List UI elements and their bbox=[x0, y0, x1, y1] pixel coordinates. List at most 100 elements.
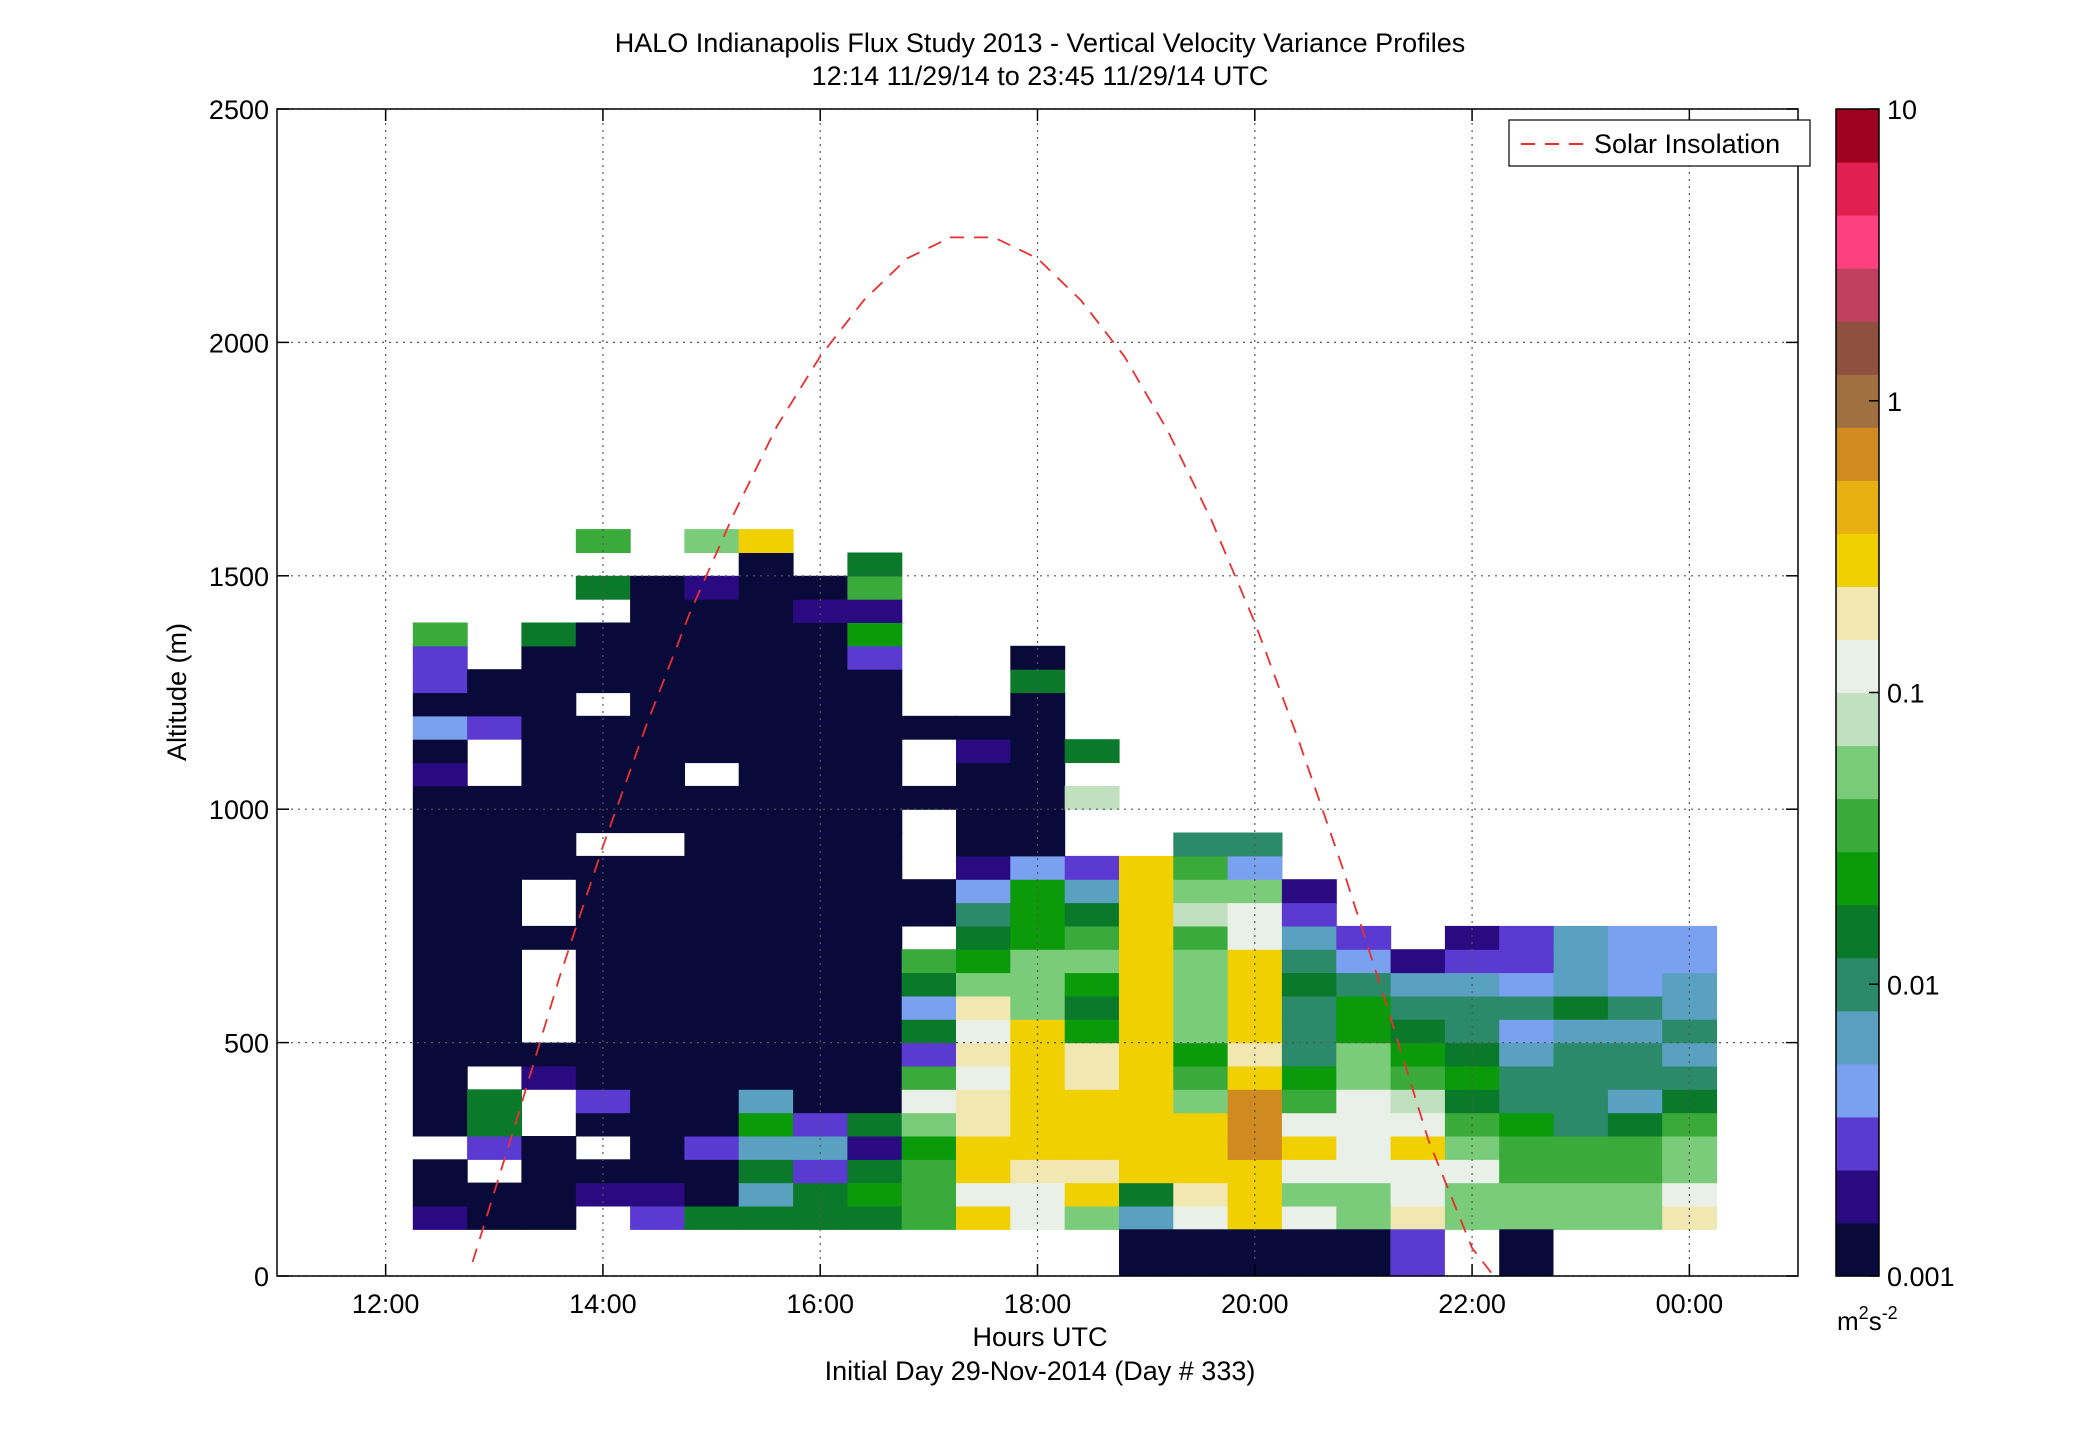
heatmap-cell bbox=[1064, 995, 1120, 1020]
heatmap-cell bbox=[847, 925, 903, 950]
heatmap-cell bbox=[1064, 1136, 1120, 1160]
heatmap-cell bbox=[1227, 879, 1283, 904]
heatmap-cell bbox=[793, 599, 848, 623]
heatmap-cell bbox=[1227, 1089, 1283, 1114]
heatmap-cell bbox=[684, 1089, 740, 1114]
heatmap-cell bbox=[1336, 1159, 1392, 1184]
heatmap-cell bbox=[630, 1019, 685, 1044]
heatmap-cell bbox=[630, 925, 685, 950]
heatmap-cell bbox=[1390, 1136, 1446, 1160]
heatmap-cell bbox=[1553, 1019, 1609, 1044]
heatmap-cell bbox=[847, 692, 903, 717]
heatmap-cell bbox=[1499, 995, 1555, 1020]
heatmap-cell bbox=[847, 1065, 903, 1090]
heatmap-cell bbox=[1499, 1065, 1555, 1090]
heatmap-cell bbox=[467, 1136, 522, 1160]
heatmap-cell bbox=[467, 669, 522, 694]
heatmap-cell bbox=[684, 855, 740, 880]
heatmap-cell bbox=[684, 575, 740, 600]
heatmap-cell bbox=[738, 1019, 794, 1044]
heatmap-cell bbox=[412, 785, 468, 810]
x-axis-secondary-label: Initial Day 29-Nov-2014 (Day # 333) bbox=[825, 1356, 1256, 1386]
heatmap-cell bbox=[1010, 1206, 1066, 1230]
heatmap-cell bbox=[901, 995, 957, 1020]
heatmap-cell bbox=[630, 1042, 685, 1067]
colorbar-segment bbox=[1836, 586, 1879, 640]
heatmap-cell bbox=[1336, 1019, 1392, 1044]
heatmap-cell bbox=[1010, 1019, 1066, 1044]
heatmap-cell bbox=[1553, 1182, 1609, 1207]
heatmap-cell bbox=[901, 949, 957, 974]
heatmap-cell bbox=[901, 902, 957, 927]
heatmap-cell bbox=[1336, 1182, 1392, 1207]
heatmap-cell bbox=[738, 1089, 794, 1114]
heatmap-cell bbox=[901, 972, 957, 997]
heatmap-cell bbox=[1173, 1159, 1229, 1184]
heatmap-cell bbox=[467, 809, 522, 834]
colorbar bbox=[1835, 108, 1880, 1277]
heatmap-cell bbox=[1390, 1182, 1446, 1207]
heatmap-cell bbox=[793, 879, 848, 904]
heatmap-cell bbox=[1662, 995, 1718, 1020]
colorbar-segment bbox=[1836, 1223, 1879, 1277]
y-axis-ticks: 0 500 1000 1500 2000 2500 bbox=[209, 95, 1798, 1292]
heatmap-cell bbox=[956, 1112, 1011, 1137]
colorbar-unit-mid: s bbox=[1869, 1306, 1882, 1336]
heatmap-cell bbox=[467, 715, 522, 740]
heatmap-cell bbox=[956, 925, 1011, 950]
heatmap-cell bbox=[847, 1089, 903, 1114]
heatmap-cell bbox=[1064, 949, 1120, 974]
y-tick-label: 1500 bbox=[209, 562, 269, 592]
heatmap-cell bbox=[1499, 1042, 1555, 1067]
heatmap-cell bbox=[1173, 1042, 1229, 1067]
heatmap-cell bbox=[1064, 785, 1120, 810]
heatmap-cell bbox=[1607, 1182, 1663, 1207]
heatmap-cell bbox=[1499, 1159, 1555, 1184]
colorbar-tick-label: 10 bbox=[1887, 95, 1917, 125]
heatmap-cell bbox=[1281, 1042, 1337, 1067]
heatmap-cell bbox=[630, 995, 685, 1020]
heatmap-cell bbox=[1607, 972, 1663, 997]
heatmap-cell bbox=[738, 762, 794, 787]
heatmap-cell bbox=[1607, 1042, 1663, 1067]
heatmap-cell bbox=[956, 855, 1011, 880]
heatmap-cell bbox=[901, 1112, 957, 1137]
heatmap-cell bbox=[1499, 925, 1555, 950]
x-tick-label: 00:00 bbox=[1656, 1289, 1724, 1319]
heatmap-cell bbox=[521, 622, 577, 647]
heatmap-cell bbox=[1553, 1065, 1609, 1090]
heatmap-cell bbox=[575, 785, 631, 810]
heatmap-cell bbox=[1064, 739, 1120, 764]
heatmap-cell bbox=[1064, 1042, 1120, 1067]
heatmap-cell bbox=[847, 972, 903, 997]
heatmap-cell bbox=[412, 949, 468, 974]
heatmap-cell bbox=[1064, 925, 1120, 950]
heatmap-cell bbox=[684, 1019, 740, 1044]
x-tick-label: 20:00 bbox=[1221, 1289, 1289, 1319]
heatmap-cell bbox=[575, 1065, 631, 1090]
heatmap-cell bbox=[684, 1136, 740, 1160]
heatmap-cell bbox=[1173, 1112, 1229, 1137]
heatmap-cell bbox=[738, 715, 794, 740]
heatmap-cell bbox=[684, 1182, 740, 1207]
heatmap-cell bbox=[1227, 1136, 1283, 1160]
heatmap-cell bbox=[1010, 925, 1066, 950]
heatmap-cell bbox=[1662, 1065, 1718, 1090]
heatmap-cell bbox=[575, 529, 631, 553]
colorbar-segment bbox=[1836, 427, 1879, 481]
heatmap-cell bbox=[1662, 1206, 1718, 1230]
heatmap-cell bbox=[412, 669, 468, 694]
heatmap-cell bbox=[1119, 1159, 1174, 1184]
heatmap-cell bbox=[684, 622, 740, 647]
heatmap-cell bbox=[1281, 902, 1337, 927]
heatmap-cell bbox=[1662, 1089, 1718, 1114]
colorbar-tick-label: 1 bbox=[1887, 387, 1902, 417]
heatmap-cell bbox=[1444, 1206, 1500, 1230]
heatmap-cell bbox=[793, 1136, 848, 1160]
heatmap-cell bbox=[847, 1206, 903, 1230]
colorbar-tick-label: 0.1 bbox=[1887, 679, 1925, 709]
heatmap-cell bbox=[1390, 1065, 1446, 1090]
heatmap-cell bbox=[684, 949, 740, 974]
heatmap-cell bbox=[1336, 1065, 1392, 1090]
